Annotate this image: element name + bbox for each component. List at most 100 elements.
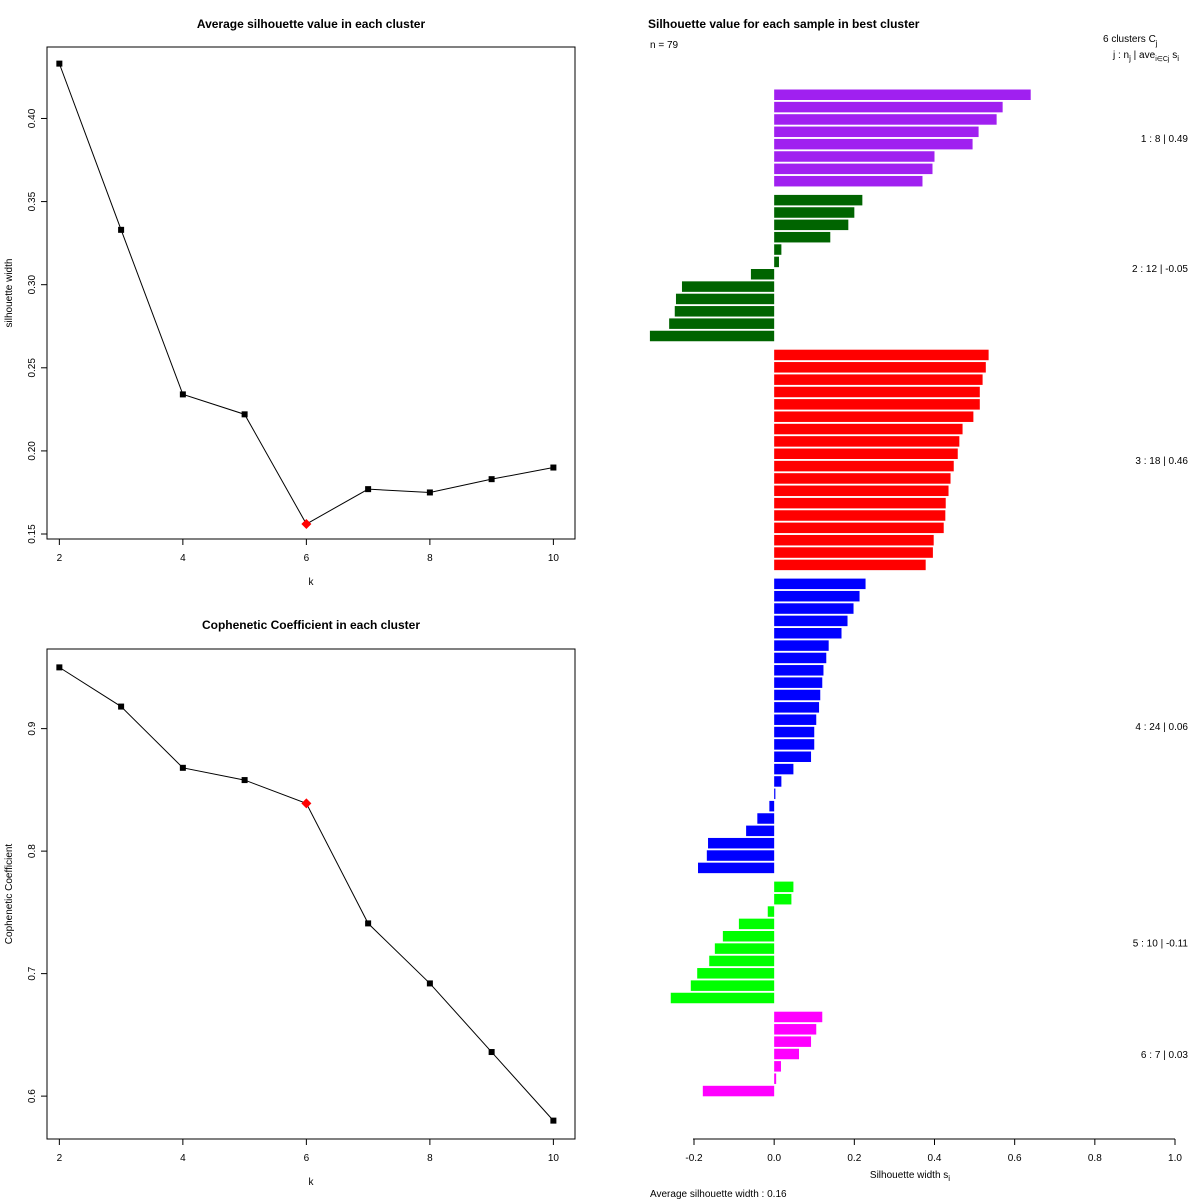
p2-xtick-label: 2 [57,1153,63,1164]
cluster-labels: 1 : 8 | 0.49 2 : 12 | -0.05 3 : 18 | 0.46 4… [1132,134,1188,1061]
cophenetic-chart-title: Cophenetic Coefficient in each cluster [202,618,420,632]
silhouette-bar [649,330,775,342]
cluster-label-2: 2 : 12 | -0.05 [1132,264,1188,275]
silhouette-bar [757,813,775,824]
p1-xtick-label: 6 [304,553,310,564]
silhouette-bar [774,677,823,688]
silhouette-bar [774,547,933,558]
p1-data-point [365,486,372,493]
silhouette-bar [774,522,944,534]
p2-highlight-point [301,798,312,809]
column-header-sub3: i [1177,54,1179,63]
cluster-label-6: 6 : 7 | 0.03 [1141,1050,1189,1061]
silhouette-bar [774,386,980,398]
p2-data-point [365,920,372,927]
silhouette-bar [774,175,923,187]
p1-xtick-label: 4 [180,553,186,564]
silhouette-bar [774,714,817,725]
p1-ytick-label: 0.20 [27,441,38,461]
cluster-label-1: 1 : 8 | 0.49 [1141,134,1189,145]
p1-ytick-label: 0.35 [27,191,38,211]
silhouette-bar [774,739,815,750]
silhouette-bar [714,943,775,954]
silhouette-bar [774,1011,823,1023]
silhouette-line-chart: Average silhouette value in each cluster… [4,17,576,588]
cluster-label-4: 4 : 24 | 0.06 [1135,722,1188,733]
silhouette-plot-frame [46,46,576,540]
p2-xtick-label: 10 [548,1153,560,1164]
silhouette-bar [774,665,824,676]
sample-count-label: n = 79 [650,40,679,51]
silhouette-bar [767,906,775,917]
silhouette-bar [698,862,775,874]
silhouette-bar [774,689,821,701]
silhouette-y-ticks: 0.15 0.20 0.25 0.30 0.35 0.40 [27,108,47,544]
silhouette-bar [774,362,986,373]
cluster-count-header: 6 clusters Cj [1103,34,1158,48]
silhouette-x-ticks: 2 4 6 8 10 [57,539,559,564]
silhouette-bar [774,1073,777,1084]
bar-xtick-label: -0.2 [685,1153,703,1164]
silhouette-bar [774,615,848,627]
bar-x-ticks: -0.2 0.0 0.2 0.4 0.6 0.8 1.0 [685,1139,1182,1164]
p1-data-point [179,391,186,398]
p2-data-point [241,777,248,784]
p2-ytick-label: 0.8 [27,844,38,858]
silhouette-bar [774,231,831,243]
p1-data-point [241,411,248,418]
silhouette-bar [774,776,782,787]
bar-x-axis-label-text: Silhouette width s [870,1170,948,1181]
silhouette-bar [774,163,933,175]
silhouette-bar [774,559,926,571]
silhouette-bar [674,306,775,317]
cophenetic-y-ticks: 0.6 0.7 0.8 0.9 [27,721,47,1103]
cophenetic-x-axis-label: k [309,1177,315,1188]
cluster-count-header-sub: j [1155,39,1158,48]
column-header-part2: | ave [1131,50,1156,61]
p1-data-point [118,226,125,233]
cluster-column-header: j : nj | avei∈Cj si [1112,50,1179,63]
cophenetic-y-axis-label: Cophenetic Coefficient [4,844,15,945]
silhouette-bar [774,374,983,385]
p1-ytick-label: 0.30 [27,275,38,295]
bar-chart-title: Silhouette value for each sample in best… [648,17,920,31]
silhouette-bar [669,318,775,329]
silhouette-bar [774,473,951,484]
silhouette-bar [702,1085,775,1097]
average-silhouette-footer: Average silhouette width : 0.16 [650,1189,787,1200]
silhouette-bar [774,578,866,590]
p1-highlight-point [301,519,312,530]
p1-xtick-label: 2 [57,553,63,564]
p2-xtick-label: 6 [304,1153,310,1164]
bar-xtick-label: 0.0 [767,1153,781,1164]
silhouette-bar [709,955,775,967]
silhouette-bar [750,269,775,280]
silhouette-bar [774,726,815,738]
silhouette-bar [774,460,954,472]
silhouette-bar [774,751,812,762]
silhouette-bar [706,850,775,861]
p1-ytick-label: 0.15 [27,524,38,544]
silhouette-bar [774,151,935,162]
silhouette-bar [774,207,855,218]
bar-xtick-label: 0.6 [1008,1153,1022,1164]
p2-xtick-label: 4 [180,1153,186,1164]
silhouette-bar [774,194,863,206]
silhouette-bar [774,256,779,268]
silhouette-bar [774,399,980,410]
cophenetic-points [56,664,557,1124]
silhouette-bars [649,89,1031,1097]
cluster-label-3: 3 : 18 | 0.46 [1135,456,1188,467]
p2-data-point [56,664,63,671]
cophenetic-line-chart: Cophenetic Coefficient in each cluster 2… [4,618,576,1188]
silhouette-bar [708,837,775,849]
silhouette-x-axis-label: k [309,577,315,588]
silhouette-bar [738,918,775,930]
bar-xtick-label: 0.2 [847,1153,861,1164]
silhouette-bar [774,423,963,435]
cluster-count-header-text: 6 clusters C [1103,34,1156,45]
silhouette-bar [774,219,849,231]
silhouette-bar [774,603,854,614]
silhouette-bar [774,485,949,497]
silhouette-bar [774,510,946,521]
